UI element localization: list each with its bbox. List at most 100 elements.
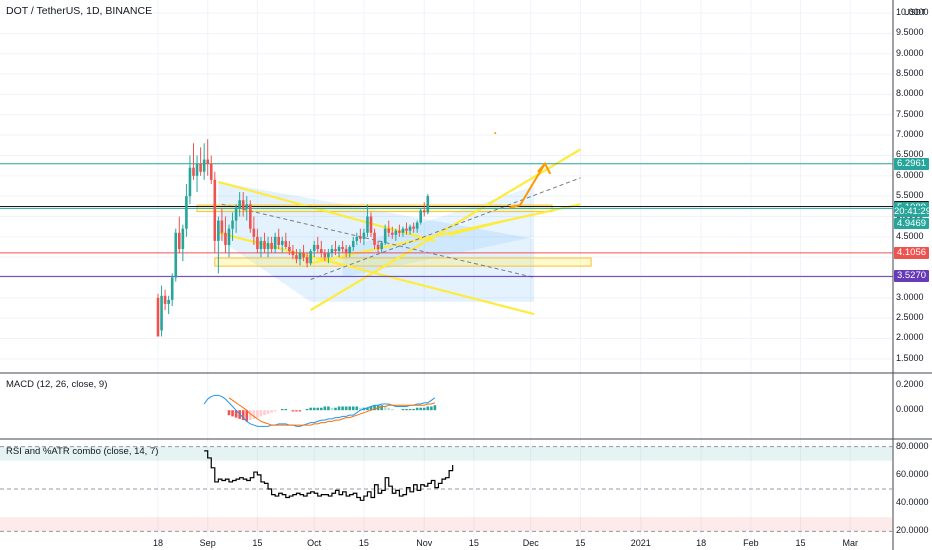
candle-body	[359, 236, 362, 239]
candle-body	[337, 246, 341, 252]
macd-histogram-bar	[359, 407, 362, 411]
candle-body	[312, 244, 316, 252]
rsi-oversold-band	[0, 517, 893, 532]
price-level-tag: 6.2961	[894, 157, 929, 170]
macd-histogram-bar	[419, 407, 422, 411]
rsi-tick-label: 20.0000	[896, 525, 929, 536]
candle-body	[185, 196, 188, 229]
candle-body	[245, 204, 249, 209]
candle-body	[412, 226, 415, 229]
midline	[221, 203, 535, 278]
candle-body	[220, 220, 224, 233]
candle-body	[163, 295, 167, 304]
y-tick-label: 1.5000	[896, 352, 924, 363]
countdown-tag: 20:41:29	[894, 205, 931, 217]
y-tick-label: 10.0000	[896, 7, 929, 18]
candle-body	[302, 253, 305, 258]
candle-body	[273, 236, 277, 250]
candle-body	[277, 236, 280, 245]
macd-histogram-bar	[320, 407, 323, 411]
macd-histogram-bar	[263, 410, 266, 416]
macd-histogram-bar	[387, 407, 391, 411]
candle-body	[330, 249, 334, 254]
candle-body	[362, 232, 366, 239]
y-tick-label: 2.0000	[896, 332, 924, 343]
macd-histogram-bar	[309, 407, 312, 411]
y-tick-label: 9.0000	[896, 47, 924, 58]
macd-histogram-bar	[391, 408, 394, 411]
macd-histogram-bar	[234, 410, 238, 418]
candle-body	[224, 232, 227, 245]
macd-histogram-bar	[408, 408, 412, 411]
x-tick-label: 15	[795, 538, 806, 548]
macd-title: MACD (12, 26, close, 9)	[6, 379, 108, 390]
macd-histogram-bar	[355, 406, 359, 411]
candle-body	[348, 246, 351, 254]
macd-histogram-bar	[348, 406, 351, 411]
macd-histogram-bar	[280, 408, 284, 411]
projection-arrow	[509, 163, 546, 209]
candle-body	[376, 244, 380, 250]
macd-histogram-bar	[415, 407, 419, 411]
macd-histogram-bar	[227, 410, 231, 416]
trendline	[310, 148, 582, 311]
macd-histogram-bar	[373, 405, 376, 411]
candle-body	[266, 242, 270, 250]
candle-body	[288, 246, 291, 252]
macd-histogram-bar	[433, 405, 437, 411]
macd-histogram-bar	[430, 406, 433, 411]
macd-histogram-bar	[295, 410, 298, 412]
candle-body	[280, 240, 284, 245]
macd-histogram-bar	[366, 407, 369, 411]
demand-zone	[214, 257, 592, 267]
candle-body	[344, 249, 348, 254]
candle-body	[209, 163, 213, 180]
candle-body	[383, 228, 387, 243]
candle-body	[252, 228, 256, 237]
candle-body	[366, 216, 369, 233]
candle-body	[305, 257, 309, 264]
x-tick-label: 15	[358, 538, 369, 548]
candle-body	[398, 230, 401, 233]
candle-body	[334, 249, 337, 252]
candle-body	[298, 253, 302, 260]
macd-histogram-bar	[231, 410, 234, 417]
candle-body	[419, 210, 422, 223]
candle-body	[167, 299, 170, 304]
macd-signal-line	[228, 397, 436, 426]
candle-body	[327, 253, 330, 258]
macd-line	[203, 394, 436, 427]
candle-body	[249, 204, 252, 229]
x-tick-label: 15	[252, 538, 263, 548]
candle-body	[408, 226, 412, 231]
candle-body	[227, 228, 231, 245]
rsi-tick-label: 40.0000	[896, 497, 929, 508]
macd-histogram-bar	[245, 410, 249, 422]
y-tick-label: 9.5000	[896, 27, 924, 38]
candle-body	[256, 236, 259, 250]
macd-histogram-bar	[284, 408, 288, 411]
arrow-head	[537, 161, 552, 175]
candle-body	[174, 232, 178, 278]
macd-histogram-bar	[351, 406, 355, 411]
candle-body	[206, 159, 209, 164]
candle-body	[369, 216, 373, 233]
candle-body	[284, 240, 288, 247]
macd-histogram-bar	[380, 405, 383, 411]
candle-body	[263, 240, 266, 250]
x-tick-label: 15	[468, 538, 479, 548]
candle-body	[394, 230, 398, 235]
candle-body	[373, 232, 376, 245]
candle-body	[259, 240, 263, 250]
candle-body	[291, 251, 295, 256]
candle-body	[391, 232, 394, 235]
y-tick-label: 8.0000	[896, 88, 924, 99]
macd-histogram-bar	[330, 407, 334, 411]
y-tick-label: 7.0000	[896, 129, 924, 140]
current-price-tag: 4.9469	[894, 217, 929, 229]
x-tick-label: 15	[575, 538, 586, 548]
candle-body	[415, 222, 419, 229]
candle-body	[213, 179, 217, 241]
rsi-tick-label: 80.0000	[896, 440, 929, 451]
